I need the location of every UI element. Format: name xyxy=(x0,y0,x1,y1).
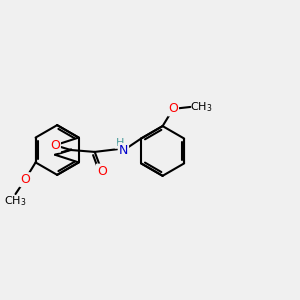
Text: O: O xyxy=(97,164,107,178)
Text: CH$_3$: CH$_3$ xyxy=(190,100,213,114)
Text: H: H xyxy=(116,138,124,148)
Text: O: O xyxy=(20,173,30,186)
Text: O: O xyxy=(168,102,178,116)
Text: O: O xyxy=(50,139,60,152)
Text: CH$_3$: CH$_3$ xyxy=(4,194,27,208)
Text: N: N xyxy=(119,144,128,157)
